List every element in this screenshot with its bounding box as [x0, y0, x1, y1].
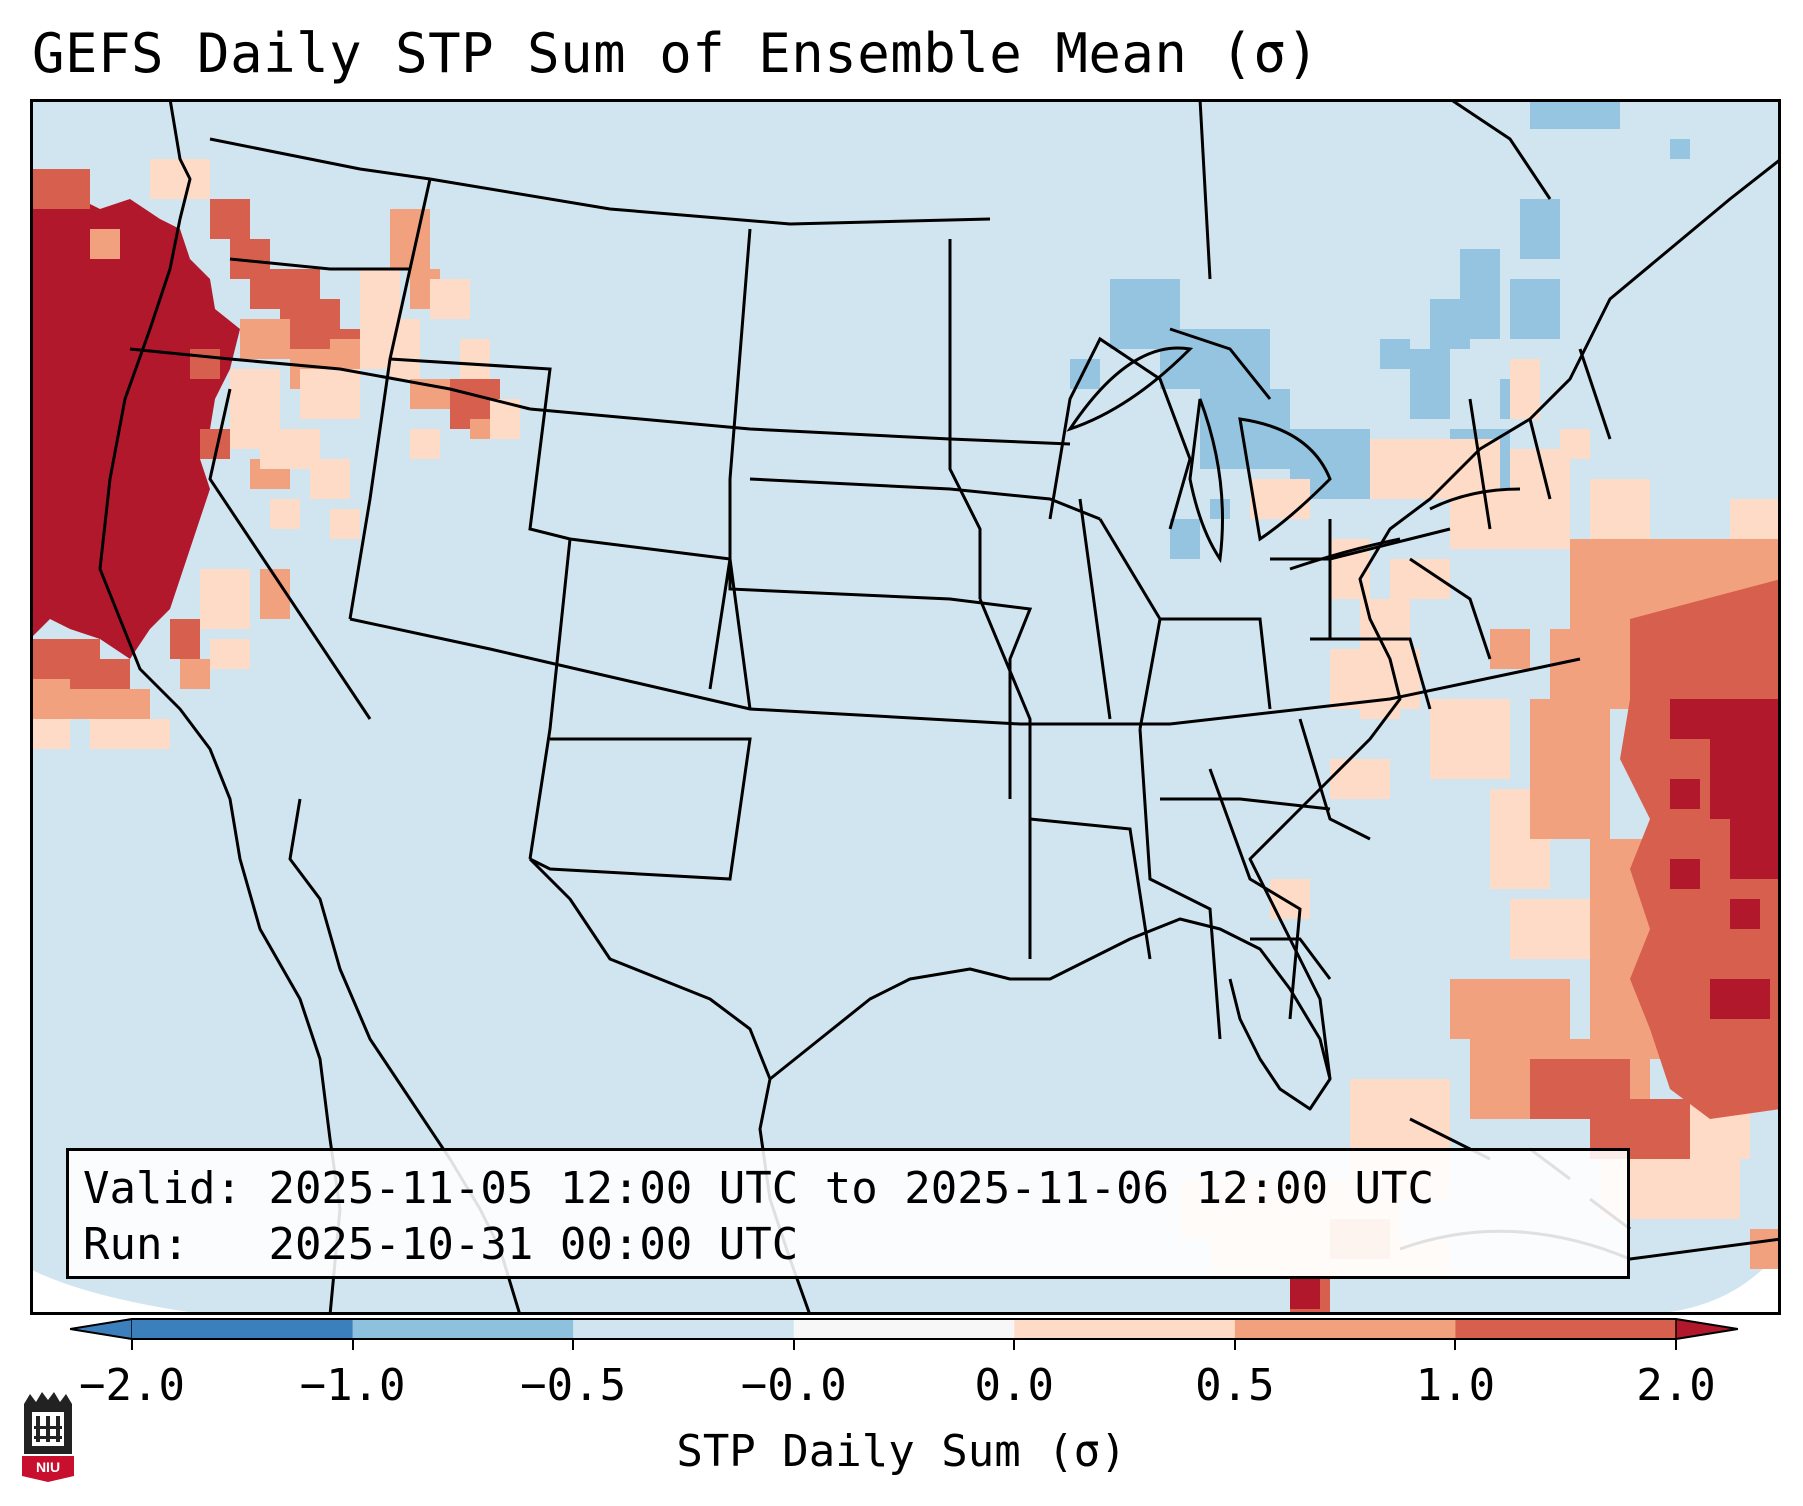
colorbar-tick-mark: [792, 1340, 795, 1350]
colorbar-tick-mark: [351, 1340, 354, 1350]
colorbar-segment: [573, 1319, 795, 1339]
positive-anomaly-atlantic-core: [1290, 699, 1781, 1309]
stp-map: [30, 99, 1781, 1315]
great-lakes: [1066, 346, 1521, 571]
colorbar-tick-label: 0.0: [974, 1360, 1055, 1411]
colorbar: [70, 1318, 1738, 1340]
colorbar-tick-label: −0.0: [740, 1360, 847, 1411]
valid-run-info-box: Valid: 2025-11-05 12:00 UTC to 2025-11-0…: [66, 1148, 1630, 1279]
colorbar-tick-mark: [1675, 1340, 1677, 1350]
map-frame: [30, 99, 1781, 1315]
colorbar-tick-mark: [1454, 1340, 1457, 1350]
map-panel: [30, 99, 1781, 1315]
colorbar-tick-mark: [131, 1340, 133, 1350]
colorbar-segment: [793, 1319, 1015, 1339]
colorbar-tick-label: −1.0: [299, 1360, 406, 1411]
colorbar-tick-label: 1.0: [1415, 1360, 1496, 1411]
colorbar-segment: [132, 1319, 354, 1339]
positive-anomaly-west-coast-core: [30, 194, 240, 659]
run-value: 2025-10-31 00:00 UTC: [268, 1219, 799, 1270]
colorbar-tick-label: 0.5: [1195, 1360, 1275, 1411]
colorbar-segment: [1234, 1319, 1456, 1339]
positive-anomaly-west-weak: [30, 159, 520, 749]
colorbar-tick-label: −2.0: [79, 1360, 185, 1411]
colorbar-tick-mark: [572, 1340, 575, 1350]
run-label: Run:: [83, 1219, 189, 1270]
niu-logo: NIU: [22, 1392, 74, 1482]
colorbar-tick-label: 2.0: [1636, 1360, 1716, 1411]
run-row: Run: 2025-10-31 00:00 UTC: [83, 1217, 1613, 1273]
valid-value: 2025-11-05 12:00 UTC to 2025-11-06 12:00…: [268, 1163, 1435, 1214]
colorbar-segment: [1014, 1319, 1236, 1339]
colorbar-tick-mark: [1233, 1340, 1236, 1350]
logo-text: NIU: [36, 1459, 60, 1475]
colorbar-segment: [1455, 1319, 1677, 1339]
colorbar-label: STP Daily Sum (σ): [676, 1426, 1127, 1477]
valid-row: Valid: 2025-11-05 12:00 UTC to 2025-11-0…: [83, 1161, 1613, 1217]
colorbar-segment: [352, 1319, 574, 1339]
map-title: GEFS Daily STP Sum of Ensemble Mean (σ): [32, 22, 1320, 85]
colorbar-extend-low: [70, 1318, 133, 1340]
colorbar-extend-high: [1675, 1318, 1738, 1340]
valid-label: Valid:: [83, 1163, 242, 1214]
state-borders: [129, 99, 1612, 1040]
colorbar-tick-label: −0.5: [520, 1360, 627, 1411]
colorbar-tick-mark: [1013, 1340, 1016, 1350]
